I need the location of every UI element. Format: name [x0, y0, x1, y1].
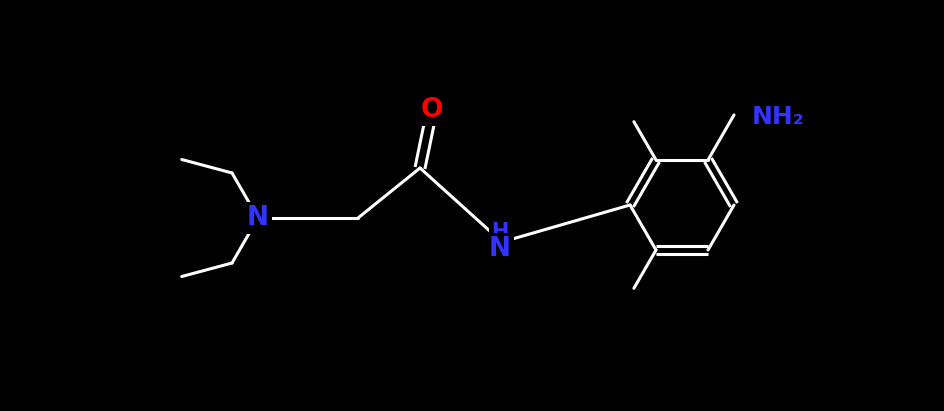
Text: NH₂: NH₂ — [752, 105, 804, 129]
Text: O: O — [421, 97, 444, 123]
Text: N: N — [489, 236, 511, 262]
Text: H: H — [491, 222, 509, 242]
Text: N: N — [247, 205, 269, 231]
